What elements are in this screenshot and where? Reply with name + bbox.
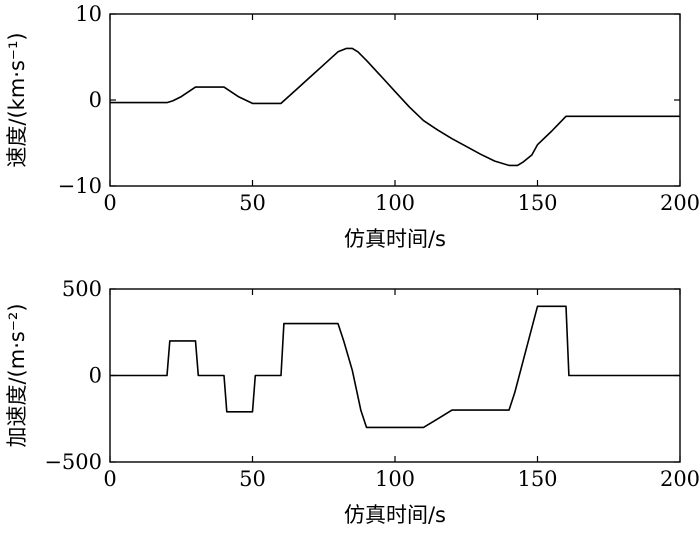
plot-frame [109, 13, 681, 187]
x-tick-label: 100 [375, 191, 415, 215]
x-tick-label: 50 [239, 467, 266, 491]
x-tick-label: 0 [103, 191, 116, 215]
x-tick-label: 200 [660, 467, 700, 491]
x-axis-title: 仿真时间/s [344, 227, 446, 251]
y-tick-label: 500 [62, 277, 102, 301]
x-tick-label: 200 [660, 191, 700, 215]
y-tick-label: −500 [44, 450, 102, 474]
x-tick-label: 50 [239, 191, 266, 215]
x-tick-label: 150 [517, 191, 557, 215]
y-tick-label: −10 [58, 174, 102, 198]
x-tick-label: 150 [517, 467, 557, 491]
y-axis-title: 速度/(km·s⁻¹) [5, 32, 29, 167]
y-axis-title: 加速度/(m·s⁻²) [5, 303, 29, 447]
y-tick-label: 10 [75, 2, 102, 26]
x-axis-title: 仿真时间/s [344, 503, 446, 527]
series-line [110, 47, 680, 167]
x-tick-label: 100 [375, 467, 415, 491]
x-tick-label: 0 [103, 467, 116, 491]
y-tick-label: 0 [89, 364, 102, 388]
series-line [110, 305, 680, 429]
y-tick-label: 0 [89, 88, 102, 112]
